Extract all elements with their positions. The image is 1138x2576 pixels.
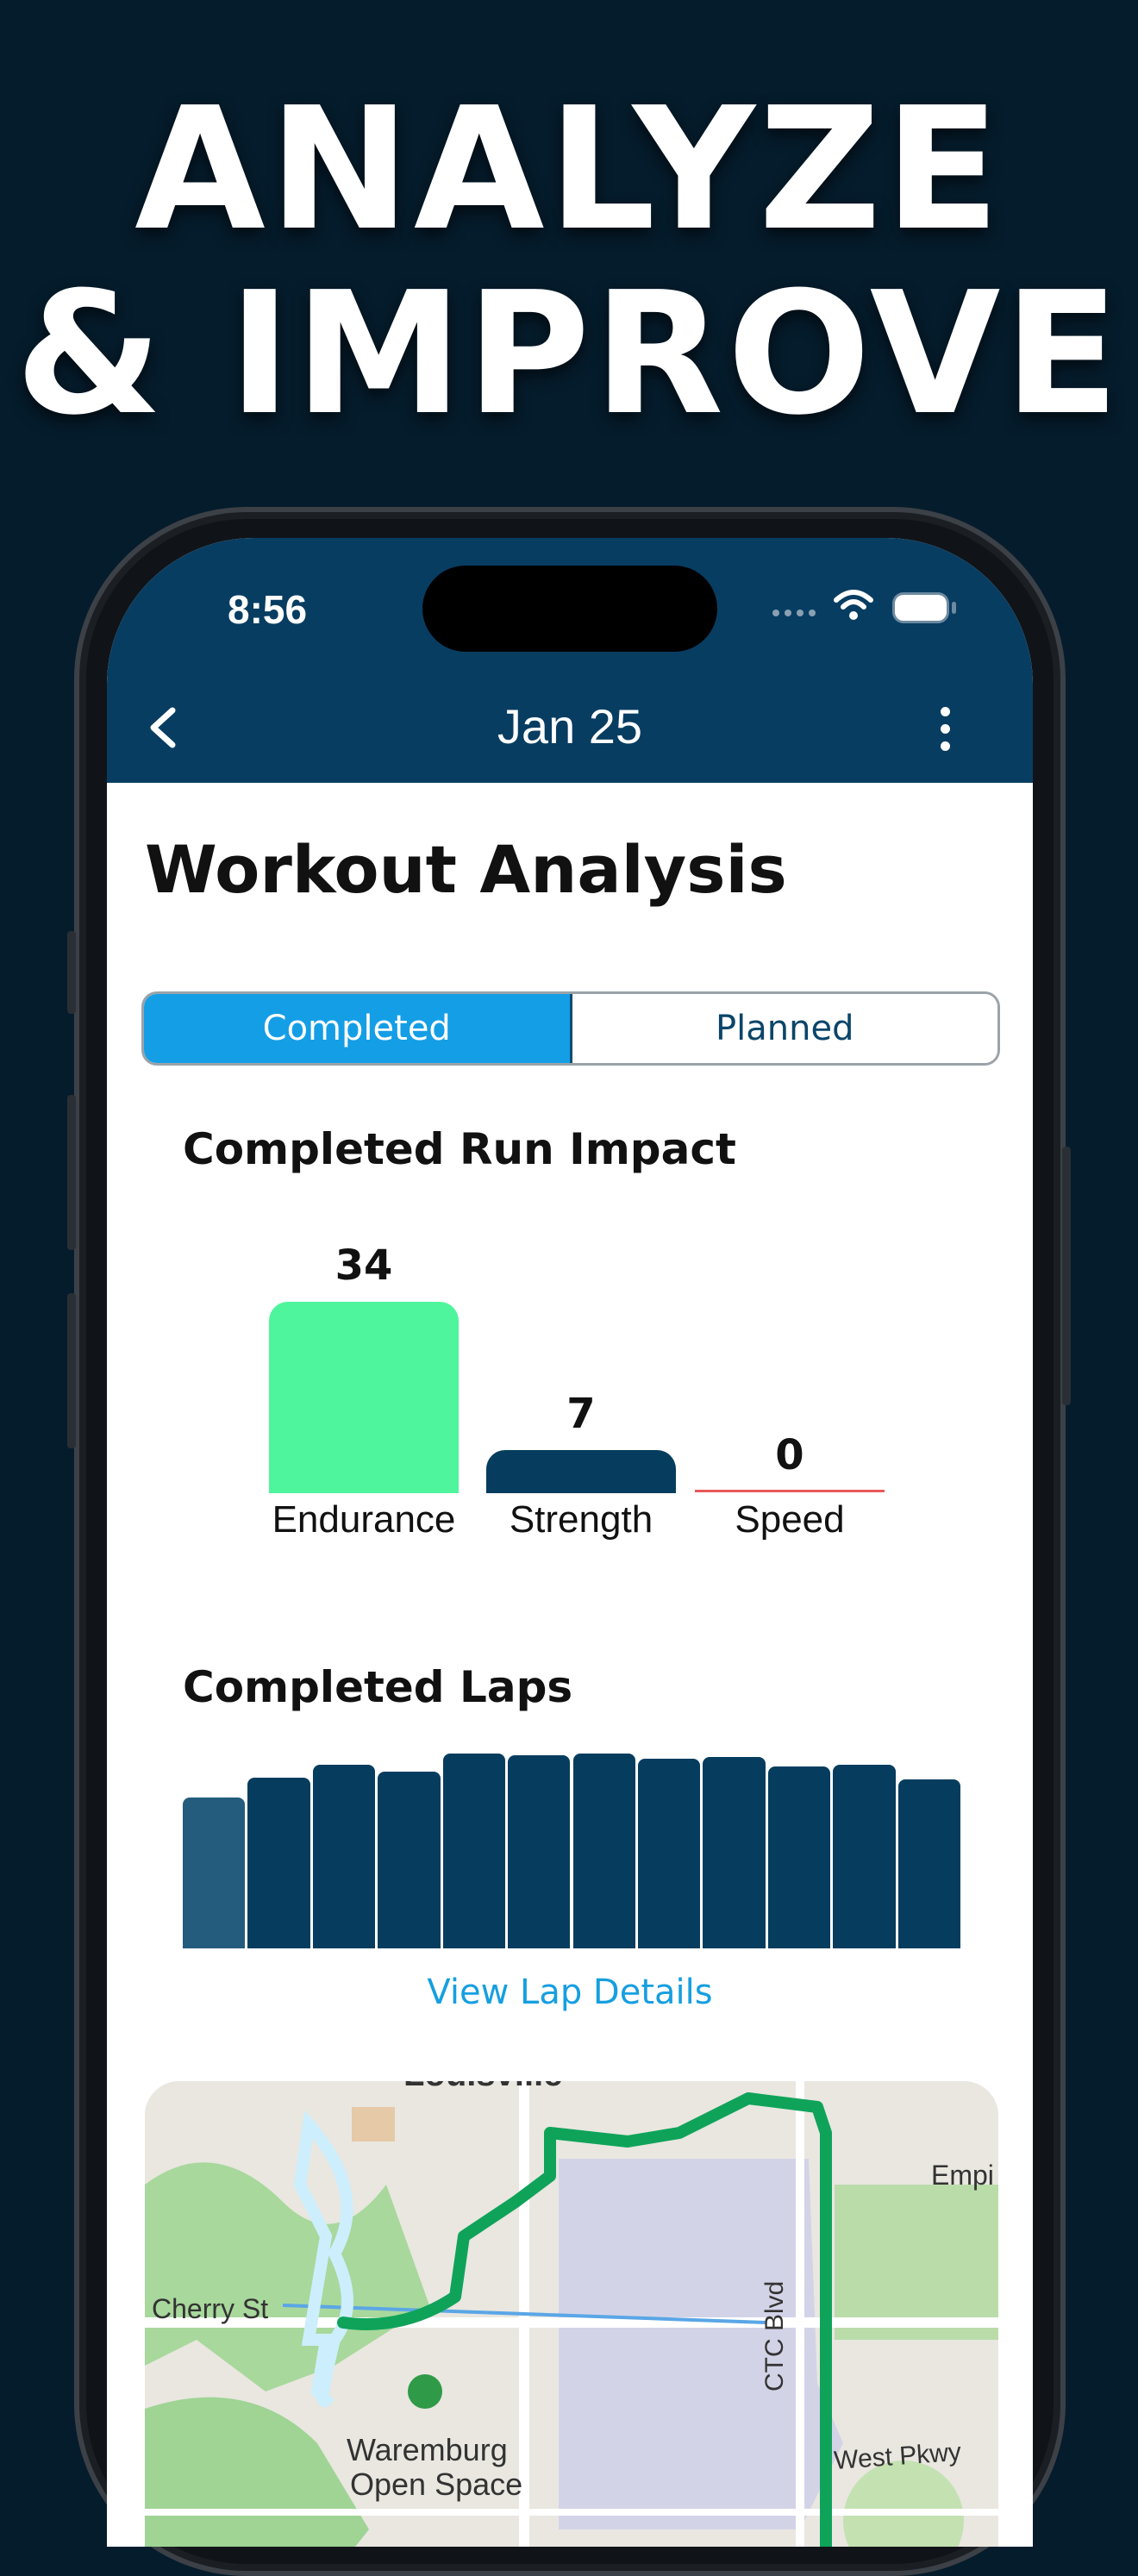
- segmented-control: Completed Planned: [141, 991, 1000, 1066]
- speed-label: Speed: [735, 1498, 845, 1541]
- lap-bar: [897, 1779, 960, 1948]
- lap-bar: [767, 1766, 831, 1948]
- laps-chart: [183, 1754, 960, 1948]
- tab-planned[interactable]: Planned: [572, 994, 997, 1063]
- lap-bar: [378, 1772, 441, 1948]
- lap-bar: [703, 1757, 766, 1948]
- lap-bar: [247, 1778, 310, 1948]
- wifi-icon: [834, 590, 873, 620]
- run-impact-title: Completed Run Impact: [183, 1124, 736, 1174]
- lap-bar: [572, 1754, 635, 1948]
- phone-side-button: [67, 931, 76, 1014]
- speed-value: 0: [775, 1431, 804, 1479]
- lap-bar: [442, 1754, 506, 1948]
- strength-value: 7: [566, 1390, 596, 1438]
- page-title: Workout Analysis: [145, 831, 787, 908]
- view-lap-details-link[interactable]: View Lap Details: [427, 1973, 713, 2012]
- back-chevron-icon[interactable]: [138, 702, 190, 753]
- dynamic-island: [422, 566, 717, 652]
- map-label-empi: Empi: [931, 2160, 994, 2191]
- lap-bar: [833, 1765, 896, 1948]
- strength-label: Strength: [509, 1498, 653, 1541]
- app-screen: 8:56 Jan 25 Workout Analysis Completed P…: [107, 538, 1033, 2547]
- route-map[interactable]: Louisville Cherry St Waremburg Open Spac…: [145, 2081, 998, 2547]
- endurance-bar: [269, 1302, 459, 1493]
- top-bar: 8:56 Jan 25: [107, 538, 1033, 783]
- lap-bar: [183, 1798, 246, 1948]
- laps-title: Completed Laps: [183, 1662, 573, 1712]
- phone-side-button: [67, 1095, 76, 1250]
- cellular-signal-icon: [772, 603, 821, 620]
- phone-side-button: [1062, 1147, 1071, 1405]
- lap-bar: [637, 1759, 701, 1948]
- lap-bar: [508, 1755, 571, 1948]
- strength-bar: [486, 1450, 676, 1493]
- battery-tip: [952, 602, 956, 614]
- map-label-waremburg: Waremburg: [347, 2432, 508, 2467]
- map-label-cherry-st: Cherry St: [152, 2293, 268, 2324]
- endurance-value: 34: [335, 1241, 393, 1290]
- map-label-louisville: Louisville: [403, 2081, 563, 2093]
- lap-bar: [312, 1765, 376, 1948]
- nav-title: Jan 25: [497, 699, 643, 753]
- endurance-label: Endurance: [272, 1498, 456, 1541]
- phone-side-button: [67, 1293, 76, 1448]
- headline-line-2: & IMPROVE: [15, 256, 1123, 453]
- status-time: 8:56: [228, 587, 308, 632]
- map-label-ctc-blvd: CTC Blvd: [760, 2281, 789, 2392]
- battery-icon: [895, 595, 947, 621]
- tab-completed[interactable]: Completed: [144, 994, 572, 1063]
- speed-bar: [695, 1490, 885, 1492]
- headline-line-1: ANALYZE: [134, 72, 1004, 268]
- map-canvas: Louisville Cherry St Waremburg Open Spac…: [145, 2081, 998, 2547]
- map-label-open-space: Open Space: [350, 2467, 522, 2502]
- more-options-icon[interactable]: [935, 707, 955, 759]
